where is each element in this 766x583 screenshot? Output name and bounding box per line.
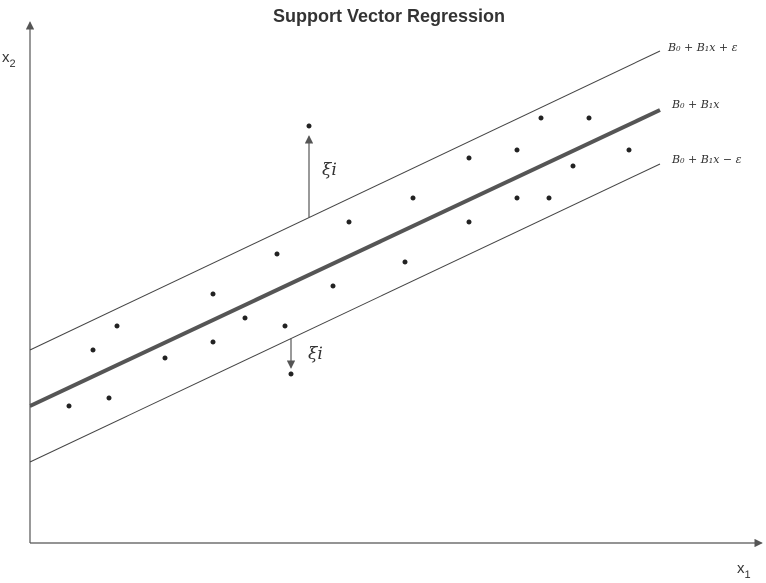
data-point [410,195,416,201]
data-point [514,195,520,201]
data-point [466,219,472,225]
upper-slack-label: ξi [322,160,337,180]
upper-margin-line [29,50,661,351]
y-axis-label-subscript: 2 [10,58,16,70]
lower-margin-line [29,163,661,463]
y-axis-label: x2 [2,49,16,70]
lower-slack-label: ξi [308,344,323,364]
regression-line-label: B₀ + B₁x [671,98,720,111]
data-point [626,147,632,153]
data-point [330,283,336,289]
regression-line [29,108,661,408]
upper-margin-label: B₀ + B₁x + ε [667,41,738,54]
lower-margin-label: B₀ + B₁x − ε [671,153,742,166]
data-point [346,219,352,225]
data-point [402,259,408,265]
data-point [288,371,294,377]
x-axis-label-subscript: 1 [745,569,751,581]
data-point [586,115,592,121]
data-point [306,123,312,129]
data-point [242,315,248,321]
data-point [106,395,112,401]
data-points [66,115,632,409]
data-point [274,251,280,257]
data-point [570,163,576,169]
data-point [162,355,168,361]
data-point [210,339,216,345]
data-point [114,323,120,329]
data-point [282,323,288,329]
data-point [538,115,544,121]
y-axis-label-main: x [2,49,10,66]
diagram-title: Support Vector Regression [273,6,505,26]
data-point [466,155,472,161]
data-point [514,147,520,153]
x-axis-label: x1 [737,560,751,581]
x-axis-label-main: x [737,560,745,577]
data-point [66,403,72,409]
data-point [210,291,216,297]
data-point [546,195,552,201]
data-point [90,347,96,353]
